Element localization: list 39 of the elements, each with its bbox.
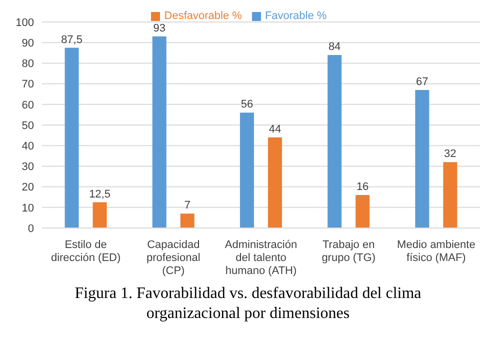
legend-label: Favorable %: [264, 10, 327, 22]
y-tick-label: 100: [16, 16, 34, 29]
x-tick-label: Medio ambiente físico (MAF): [397, 239, 476, 264]
y-tick-label: 60: [22, 99, 34, 112]
y-tick-label: 30: [22, 161, 34, 174]
data-label: 16: [356, 181, 369, 194]
data-label: 32: [444, 148, 456, 160]
bar: [415, 90, 430, 228]
bar: [92, 202, 107, 228]
legend-label: Desfavorable %: [164, 10, 242, 22]
y-tick-label: 20: [22, 182, 34, 194]
data-label: 67: [416, 76, 428, 88]
y-tick-label: 10: [22, 202, 34, 214]
y-tick-label: 80: [22, 58, 34, 70]
data-label: 56: [240, 98, 254, 111]
x-tick-label: Estilo de dirección (ED): [50, 239, 121, 264]
data-label: 93: [153, 22, 166, 34]
data-label: 84: [328, 40, 341, 53]
x-tick-label: Capacidad profesional (CP): [146, 239, 200, 277]
bar: [152, 36, 166, 228]
bar: [356, 195, 370, 228]
bar: [180, 214, 194, 228]
x-tick-label: Trabajo en grupo (TG): [322, 239, 376, 264]
x-tick-label: Administración del talento humano (ATH): [224, 239, 298, 277]
bar: [64, 48, 79, 228]
y-tick-label: 90: [22, 38, 34, 50]
text: Figura 1. Favorabilidad vs. desfavorabilidad del clima organizacional por dimensiones: [74, 284, 422, 324]
data-label: 87,5: [61, 34, 82, 46]
data-label: 12,5: [89, 188, 110, 200]
bar: [268, 137, 282, 228]
y-tick-label: 40: [22, 140, 34, 153]
data-label: 44: [268, 123, 282, 136]
y-tick-label: 0: [28, 222, 34, 235]
bar: [328, 54, 342, 228]
bar: [240, 112, 254, 228]
y-tick-label: 70: [22, 78, 34, 91]
data-label: 7: [184, 200, 190, 212]
bar: [443, 162, 458, 228]
y-tick-label: 50: [22, 120, 34, 132]
